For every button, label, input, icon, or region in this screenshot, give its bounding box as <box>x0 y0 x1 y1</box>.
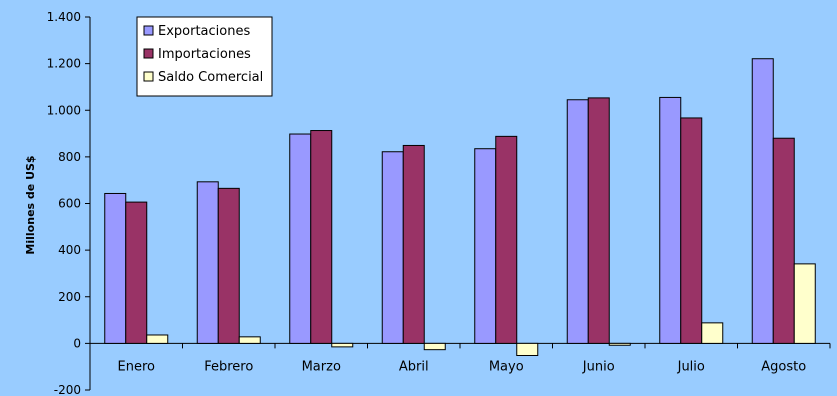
legend-box <box>136 16 273 97</box>
x-category-label: Mayo <box>489 359 524 374</box>
bar-saldo-comercial <box>608 342 631 346</box>
bar-importaciones <box>495 135 518 344</box>
y-tick-label: 1.400 <box>47 10 81 24</box>
bar-saldo-comercial <box>701 322 724 344</box>
bar-exportaciones <box>289 133 312 344</box>
y-tick-label: 200 <box>58 290 81 304</box>
bar-importaciones <box>125 201 148 344</box>
bar-saldo-comercial <box>238 336 261 344</box>
bar-saldo-comercial <box>146 334 169 344</box>
legend-swatch <box>143 71 154 82</box>
x-category-label: Enero <box>118 359 156 374</box>
legend-swatch <box>143 48 154 59</box>
bars <box>104 58 816 356</box>
bar-importaciones <box>772 137 795 344</box>
x-category-label: Abril <box>399 359 429 374</box>
legend-label: Importaciones <box>158 47 251 62</box>
bar-exportaciones <box>659 96 682 344</box>
y-tick-label: 400 <box>58 243 81 257</box>
y-tick-label: 800 <box>58 150 81 164</box>
y-tick-label: 600 <box>58 197 81 211</box>
bar-exportaciones <box>751 58 774 344</box>
x-category-label: Agosto <box>761 359 806 374</box>
bar-saldo-comercial <box>423 342 446 351</box>
bar-importaciones <box>680 117 703 344</box>
legend-label: Saldo Comercial <box>158 70 263 85</box>
bar-importaciones <box>402 144 425 344</box>
y-axis-title: Millones de US$ <box>24 155 37 254</box>
y-tick-label: 1.000 <box>47 103 81 117</box>
x-category-label: Julio <box>677 359 705 374</box>
bar-saldo-comercial <box>516 342 539 356</box>
x-category-label: Junio <box>582 359 615 374</box>
bar-saldo-comercial <box>793 263 816 344</box>
bar-importaciones <box>217 187 240 344</box>
legend: Exportaciones Importaciones Saldo Comercia… <box>136 16 273 97</box>
y-tick-label: -200 <box>54 383 81 396</box>
bar-importaciones <box>587 97 610 344</box>
bar-importaciones <box>310 130 333 344</box>
bar-exportaciones <box>196 181 219 344</box>
bar-exportaciones <box>566 99 589 344</box>
bar-saldo-comercial <box>331 342 354 348</box>
legend-label: Exportaciones <box>158 24 250 39</box>
bar-exportaciones <box>104 192 127 344</box>
x-category-label: Febrero <box>204 359 253 374</box>
y-tick-label: 0 <box>73 336 81 350</box>
axes: -200 0 200 400 600 800 1.000 1.200 1.400 Enero Feb… <box>47 10 831 396</box>
x-category-label: Marzo <box>302 359 341 374</box>
bar-exportaciones <box>381 151 404 344</box>
bar-exportaciones <box>474 148 497 344</box>
y-tick-label: 1.200 <box>47 57 81 71</box>
legend-swatch <box>143 25 154 36</box>
